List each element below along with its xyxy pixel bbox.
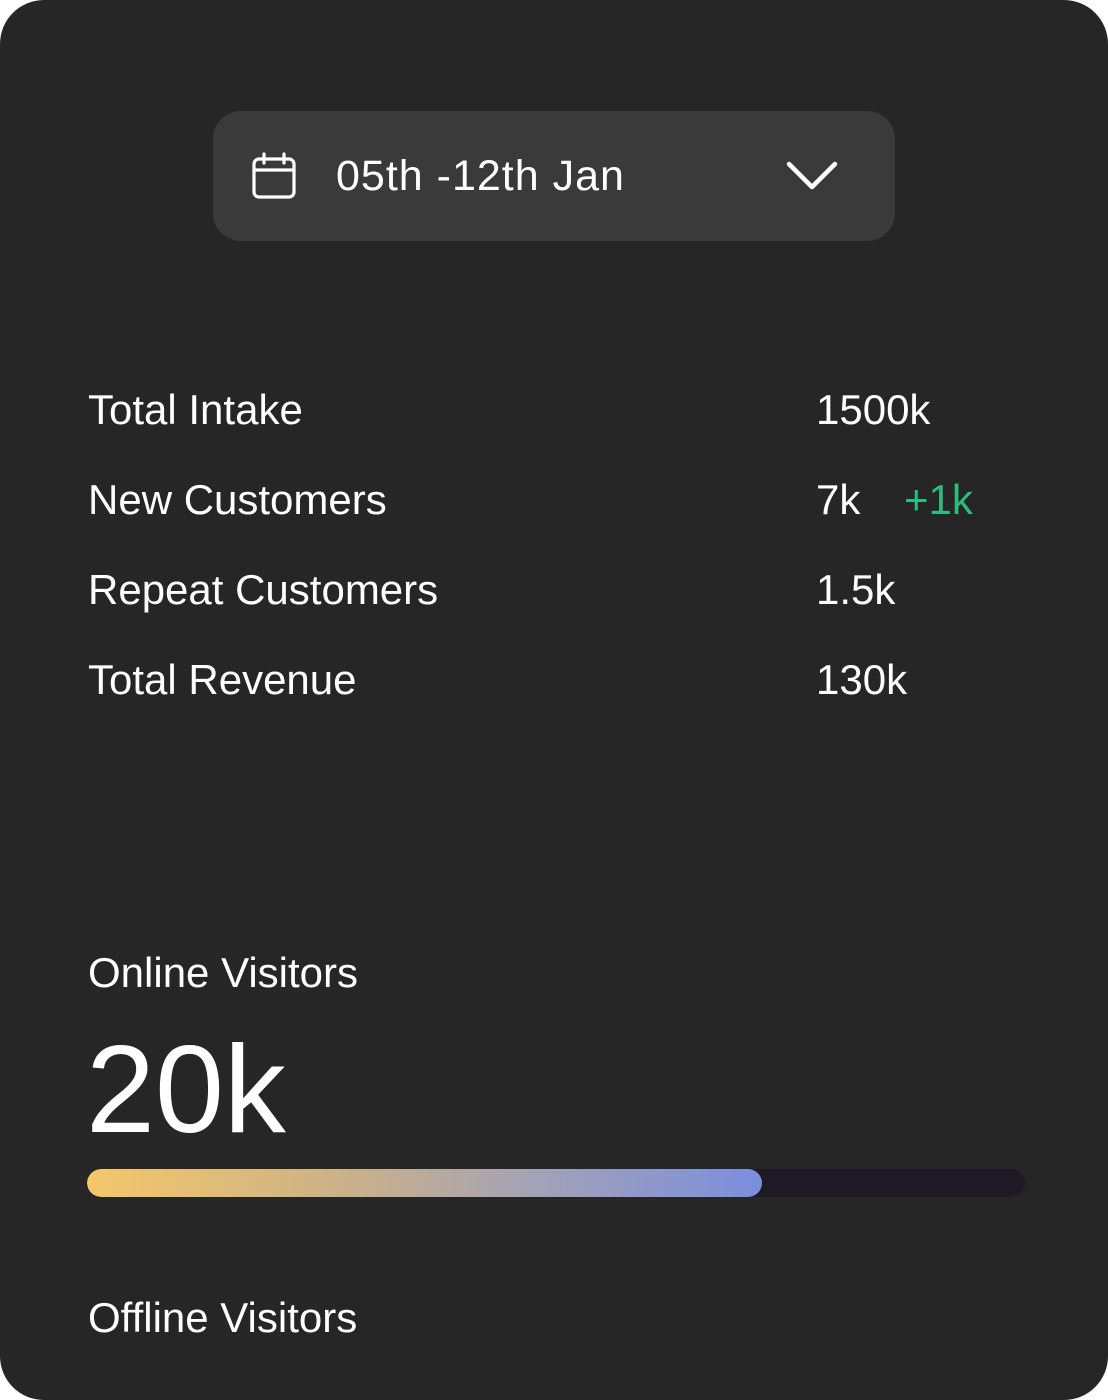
calendar-icon xyxy=(252,152,296,199)
chevron-down-icon[interactable] xyxy=(784,156,840,196)
stat-value: 1.5k xyxy=(816,566,896,613)
online-visitors-progress-fill xyxy=(87,1169,763,1197)
stat-row-new-customers: New Customers 7k +1k xyxy=(88,472,1028,528)
stat-label: New Customers xyxy=(88,476,387,523)
stat-row-total-intake: Total Intake 1500k xyxy=(88,382,1028,438)
stat-label: Total Revenue xyxy=(88,656,357,703)
stat-label: Repeat Customers xyxy=(88,566,439,613)
online-visitors-title: Online Visitors xyxy=(88,949,359,996)
stat-row-total-revenue: Total Revenue 130k xyxy=(88,652,1028,708)
date-range-label[interactable]: 05th -12th Jan xyxy=(336,152,625,200)
online-visitors-value: 20k xyxy=(86,1021,286,1159)
stat-label: Total Intake xyxy=(88,386,303,433)
stat-row-repeat-customers: Repeat Customers 1.5k xyxy=(88,562,1028,618)
stat-value: 130k xyxy=(816,656,908,703)
offline-visitors-title: Offline Visitors xyxy=(88,1294,358,1341)
date-range-picker[interactable] xyxy=(213,111,895,241)
stat-value: 7k xyxy=(816,476,861,523)
stat-delta-badge: +1k xyxy=(904,476,973,523)
stat-value: 1500k xyxy=(816,386,931,433)
online-visitors-progress-track xyxy=(87,1169,1025,1197)
